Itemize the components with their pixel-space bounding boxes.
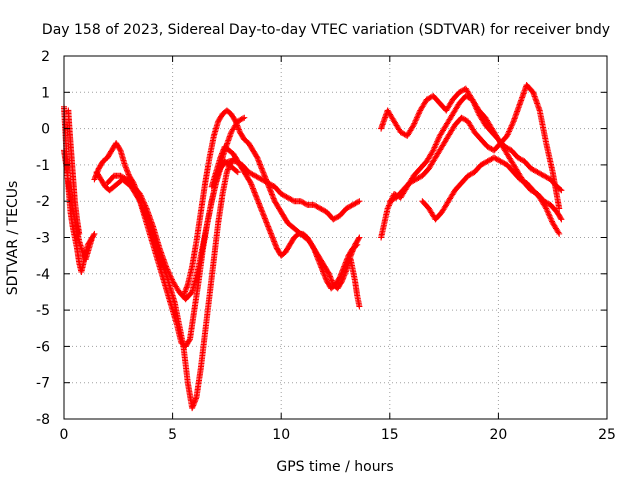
series-track-6 (104, 114, 248, 303)
data-point (302, 201, 309, 208)
series-track-7 (180, 107, 361, 299)
x-tick-label: 20 (489, 427, 507, 443)
tick-labels: 0 5 10 15 20 25 -8 -7 -6 -5 -4 -3 -2 -1 0 1 2 (36, 49, 616, 443)
series-track-3 (65, 107, 83, 237)
data-point (355, 198, 362, 205)
data-point (325, 269, 332, 276)
series-track-5 (93, 154, 239, 412)
x-tick-label: 15 (381, 427, 399, 443)
y-tick-label: -2 (36, 194, 50, 210)
data-point (555, 229, 562, 236)
y-axis-title: SDTVAR / TECUs (5, 181, 21, 296)
plot-frame (63, 55, 608, 420)
series-track-12 (378, 92, 565, 241)
series-track-10 (347, 256, 363, 310)
y-tick-label: -8 (36, 412, 50, 428)
data-point (76, 230, 83, 237)
data-point (355, 235, 362, 242)
x-tick-label: 10 (272, 427, 290, 443)
data-point (233, 168, 240, 175)
series-track-13 (386, 82, 563, 212)
data-point (89, 234, 96, 241)
x-tick-label: 5 (168, 427, 177, 443)
data-point (289, 197, 296, 204)
data-point (239, 115, 246, 122)
data-point (557, 215, 564, 222)
y-tick-label: -6 (36, 339, 50, 355)
data-point (116, 146, 123, 153)
data-point (356, 198, 363, 205)
series-track-14 (419, 154, 563, 237)
data-point (91, 230, 98, 237)
y-tick-label: 0 (41, 122, 50, 138)
x-tick-label: 25 (598, 427, 616, 443)
data-point (241, 114, 248, 121)
series-track-9 (213, 158, 363, 223)
data-point (356, 234, 363, 241)
data-point (556, 230, 563, 237)
axis-ticks (63, 55, 608, 420)
y-tick-label: -4 (36, 267, 50, 283)
grid-lines (64, 56, 607, 419)
data-point (558, 187, 565, 194)
data-point (556, 205, 563, 212)
data-point (224, 158, 231, 165)
data-point (557, 186, 564, 193)
data-point (558, 216, 565, 223)
y-tick-label: -7 (36, 376, 50, 392)
y-tick-label: 2 (41, 49, 50, 65)
x-tick-label: 0 (60, 427, 69, 443)
data-markers (61, 82, 565, 412)
y-tick-label: -3 (36, 231, 50, 247)
data-point (231, 117, 238, 124)
chart-title: Day 158 of 2023, Sidereal Day-to-day VTE… (42, 22, 610, 38)
data-point (234, 169, 241, 176)
x-axis-title: GPS time / hours (276, 459, 393, 475)
y-tick-label: 1 (41, 85, 50, 101)
data-point (253, 153, 260, 160)
y-tick-label: -5 (36, 303, 50, 319)
data-point (356, 303, 363, 310)
y-tick-label: -1 (36, 158, 50, 174)
data-point (338, 279, 345, 286)
data-point (247, 178, 254, 185)
data-point (186, 337, 193, 344)
